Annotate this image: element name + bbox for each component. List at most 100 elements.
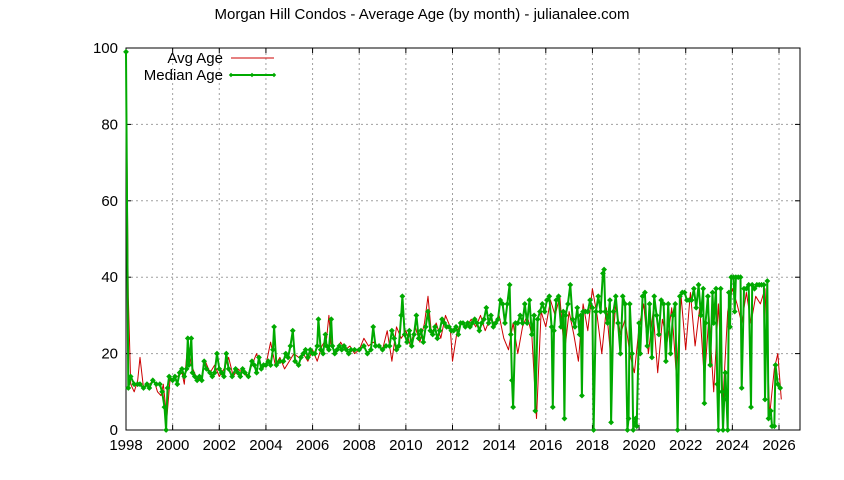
median-age-point [701,400,708,407]
median-age-point [334,346,340,353]
x-tick-label: 2026 [762,437,795,454]
median-age-point [619,293,626,300]
median-age-point [422,323,429,330]
median-age-point [772,362,779,368]
median-age-point [280,358,287,365]
median-age-point [427,327,434,334]
median-age-point [418,327,424,334]
median-age-point [221,373,227,380]
x-tick-label: 2004 [249,437,282,454]
median-age-point [251,362,258,368]
median-age-point [639,293,646,300]
median-age-point [388,327,395,334]
median-age-point [370,323,377,330]
median-age-point [544,297,550,304]
median-age-point [488,312,494,319]
median-age-point [709,289,716,296]
median-age-point [179,365,185,372]
median-age-point [242,369,248,376]
median-age-point [189,369,196,376]
median-age-point [660,301,667,307]
median-age-point [481,316,487,323]
median-age-point [574,304,581,311]
axes: 1998 2000 2002 2004 2006 2008 2010 2012 2014 2016… [93,40,801,454]
median-age-point [499,301,506,307]
x-tick-label: 2022 [669,437,702,454]
median-age-point [495,316,501,323]
median-age-point [604,320,611,326]
median-age-point [509,377,515,384]
median-age-point [436,327,443,334]
median-age-point [655,331,662,338]
median-age-point [625,415,632,422]
median-age-point [721,396,728,403]
median-age-point [176,369,183,376]
median-age-point [235,369,241,376]
median-age-point [717,285,724,292]
median-age-point [166,373,173,380]
median-age-point [311,350,318,357]
x-tick-label: 2006 [296,437,329,454]
median-age-point [760,281,767,288]
median-age-point [401,331,408,338]
median-age-point [265,358,272,365]
median-age-point [492,320,499,326]
median-age-point [420,339,427,346]
median-age-point [612,293,619,300]
median-age-point [404,339,410,346]
median-age-point [483,304,490,311]
median-age-point [537,308,543,315]
median-age-point [399,293,406,300]
median-age-point [602,308,609,315]
median-age-point [406,327,413,334]
median-age-point [218,369,225,376]
x-tick-label: 2002 [203,437,236,454]
median-age-point [376,343,382,349]
median-age-point [749,281,756,288]
median-age-point [713,285,719,292]
median-age-point [317,346,324,353]
median-age-point [767,407,774,414]
median-age-point [589,304,596,311]
median-age-point [356,346,363,353]
median-age-point [771,423,778,430]
legend-label-avg-age: Avg Age [167,50,223,67]
median-age-point [467,323,473,330]
median-age-point [196,373,203,380]
median-age-point [765,415,772,422]
median-age-point [413,312,420,319]
median-age-point [127,373,134,380]
median-age-point [764,278,771,284]
median-age-point [270,346,276,353]
median-age-point [156,381,163,388]
legend-marker-median-age [271,72,277,78]
median-age-point [201,358,208,365]
chart-title: Morgan Hill Condos - Average Age (by mon… [215,6,630,23]
median-age-point [441,320,448,326]
median-age-point [693,304,700,311]
median-age-point [249,358,255,365]
median-age-point [629,350,635,357]
median-age-point [624,427,631,433]
median-age-point [555,293,562,300]
median-age-point [514,320,521,326]
median-age-point [471,316,478,323]
median-age-point [267,362,274,368]
median-age-point [367,346,374,353]
median-age-point [263,362,269,368]
median-age-point [446,323,452,330]
median-age-point [391,335,398,342]
median-age-point [558,323,564,330]
median-age-point [379,346,386,353]
median-age-point [576,331,583,338]
median-age-point [336,343,343,349]
median-age-point [615,320,621,326]
median-age-point [658,297,665,304]
median-age-point [700,285,707,292]
median-age-point [425,308,431,315]
median-age-point [546,293,553,300]
median-age-point [569,316,576,323]
median-age-point [669,312,676,319]
median-age-point [774,381,781,388]
median-age-point [587,297,594,304]
